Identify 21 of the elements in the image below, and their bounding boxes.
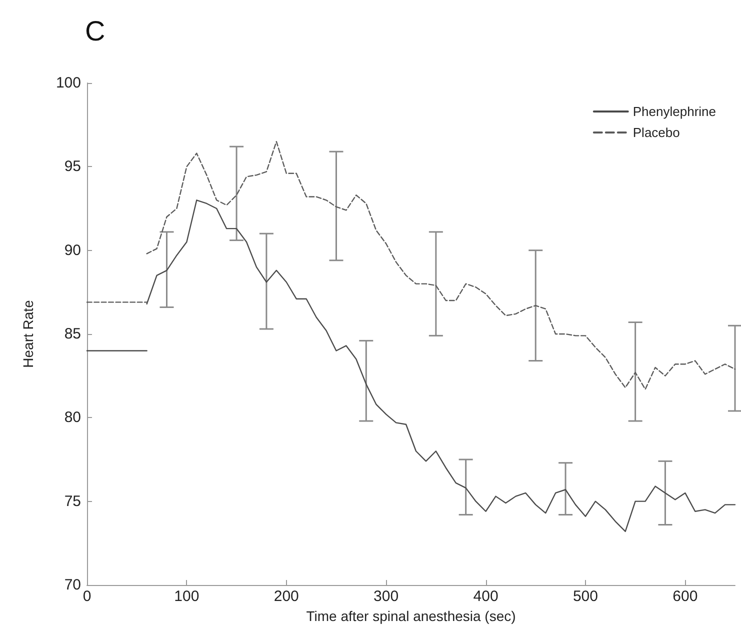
x-tick-label: 200 (274, 588, 299, 605)
y-tick-label: 85 (64, 326, 81, 342)
y-tick-label: 90 (64, 242, 81, 259)
x-tick-label: 400 (473, 588, 498, 605)
x-tick-label: 600 (672, 588, 698, 605)
y-tick-label: 80 (64, 409, 81, 426)
x-tick-label: 300 (374, 588, 399, 605)
y-tick-label: 100 (56, 74, 81, 92)
y-tick-label: 70 (64, 576, 81, 594)
x-tick-label: 500 (572, 588, 598, 605)
x-tick-label: 100 (174, 588, 200, 605)
x-axis-title: Time after spinal anesthesia (sec) (306, 608, 516, 624)
line-series (146, 140, 736, 390)
chart-title: C (85, 16, 106, 46)
line-series (146, 200, 736, 532)
legend-label: Placebo (632, 125, 680, 140)
y-tick-label: 95 (64, 158, 81, 176)
y-tick-label: 75 (64, 492, 81, 510)
y-axis-title: Heart Rate (20, 300, 36, 368)
legend-label: Phenylephrine (632, 104, 716, 119)
x-tick-label: 0 (82, 588, 92, 605)
